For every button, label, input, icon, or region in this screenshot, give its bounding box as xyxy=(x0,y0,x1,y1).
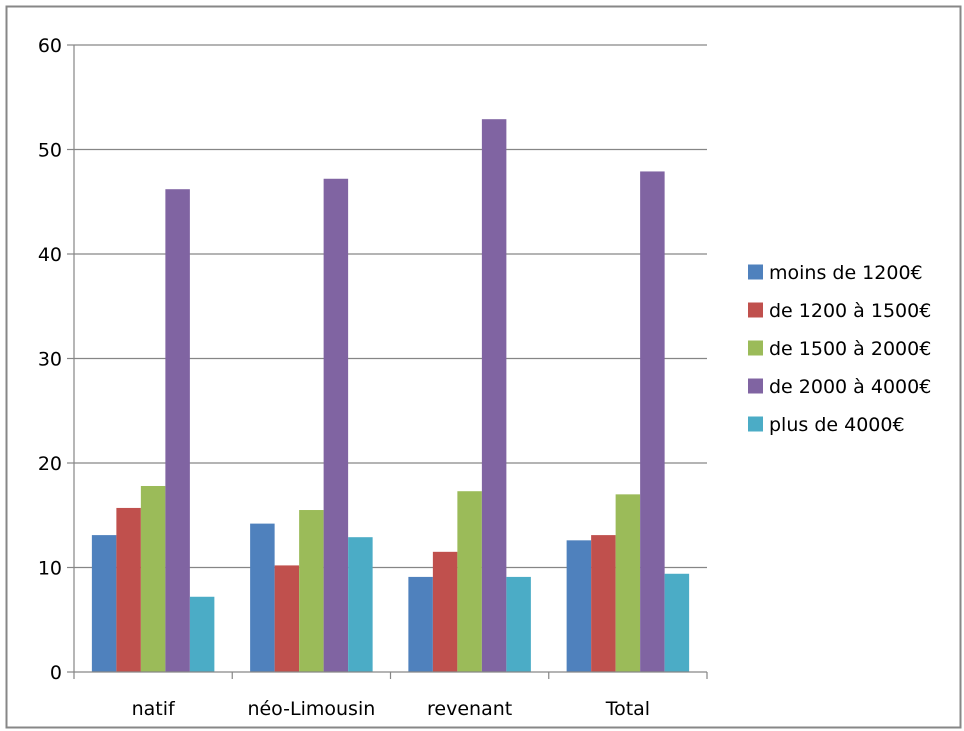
y-tick-label: 40 xyxy=(38,244,62,266)
legend-label: de 2000 à 4000€ xyxy=(769,376,931,398)
bar xyxy=(664,573,690,672)
x-category-label: néo-Limousin xyxy=(247,698,375,720)
bar xyxy=(274,565,300,672)
legend-swatch xyxy=(748,378,763,394)
legend-label: de 1200 à 1500€ xyxy=(769,300,931,322)
axes xyxy=(67,44,708,679)
bar xyxy=(457,491,482,672)
bar xyxy=(566,540,592,672)
legend-label: moins de 1200€ xyxy=(769,262,923,284)
bar xyxy=(408,576,433,672)
legend-swatch xyxy=(748,416,763,432)
y-tick-label: 10 xyxy=(38,558,62,580)
bar xyxy=(250,523,275,672)
x-category-label: revenant xyxy=(427,698,512,720)
legend: moins de 1200€ de 1200 à 1500€ de 1500 à 2… xyxy=(748,262,931,436)
legend-swatch xyxy=(748,302,763,318)
bar xyxy=(481,119,507,672)
bar xyxy=(323,178,349,672)
bar xyxy=(432,551,458,672)
y-tick-label: 30 xyxy=(38,349,62,371)
bar xyxy=(640,171,665,672)
y-tick-label: 50 xyxy=(38,140,62,162)
bar xyxy=(348,537,373,672)
bar xyxy=(91,535,117,672)
bar xyxy=(506,576,531,672)
x-category-label: natif xyxy=(132,698,176,720)
bar xyxy=(299,510,324,672)
y-tick-label: 0 xyxy=(50,662,62,684)
y-tick-label: 20 xyxy=(38,453,62,475)
bars xyxy=(91,119,690,672)
legend-label: plus de 4000€ xyxy=(769,414,905,436)
bar xyxy=(165,189,190,672)
x-category-label: Total xyxy=(605,698,650,720)
bar xyxy=(140,485,166,672)
bar xyxy=(615,494,641,672)
x-category-labels: natif néo-Limousin revenant Total xyxy=(132,698,650,720)
bar xyxy=(189,596,215,672)
y-tick-label: 60 xyxy=(38,35,62,57)
bar xyxy=(116,507,141,672)
bar xyxy=(591,535,616,672)
legend-swatch xyxy=(748,264,763,280)
legend-label: de 1500 à 2000€ xyxy=(769,338,931,360)
legend-swatch xyxy=(748,340,763,356)
y-tick-labels: 0 10 20 30 40 50 60 xyxy=(38,35,62,684)
